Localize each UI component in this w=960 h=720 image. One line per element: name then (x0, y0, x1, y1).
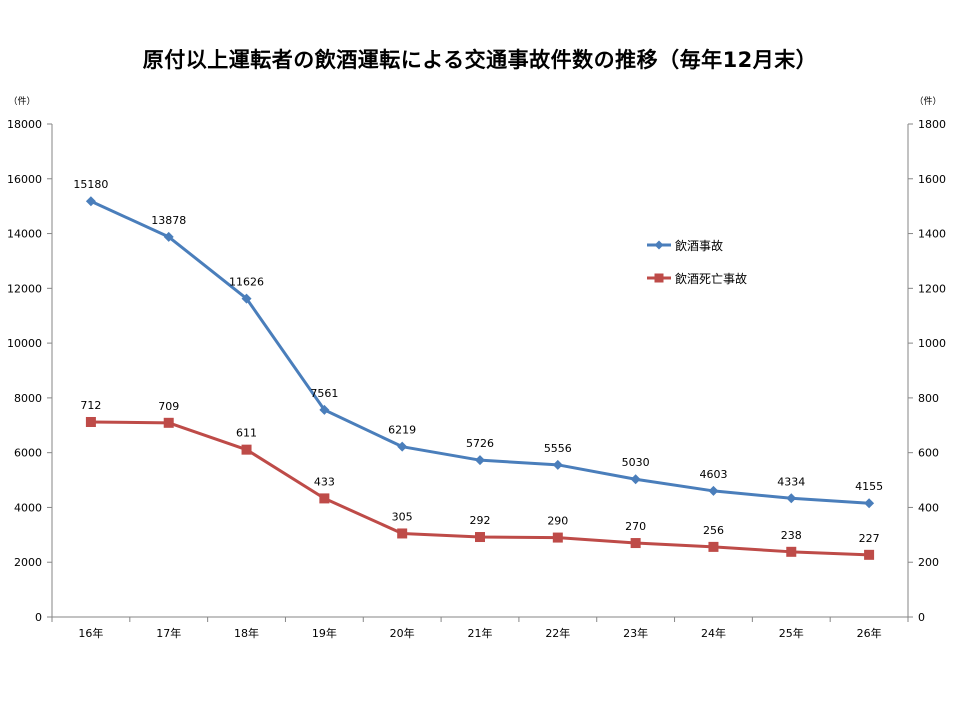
data-label: 270 (625, 520, 646, 533)
right-y-tick-label: 600 (918, 447, 939, 460)
data-label: 305 (392, 510, 413, 523)
data-label: 4334 (777, 475, 805, 488)
left-y-tick-label: 6000 (14, 447, 42, 460)
data-label: 15180 (73, 178, 108, 191)
right-y-tick-label: 1000 (918, 337, 946, 350)
legend-marker (654, 273, 664, 283)
legend-label: 飲酒事故 (675, 238, 723, 253)
x-tick-label: 26年 (857, 626, 882, 640)
data-label: 433 (314, 475, 335, 488)
right-y-tick-label: 1400 (918, 228, 946, 241)
left-y-unit-label: （件） (8, 95, 35, 107)
data-point-marker (552, 532, 563, 543)
left-y-tick-label: 8000 (14, 392, 42, 405)
left-y-tick-label: 0 (35, 611, 42, 624)
data-label: 4155 (855, 480, 883, 493)
left-y-tick-label: 4000 (14, 501, 42, 514)
data-point-marker (397, 441, 408, 452)
data-point-marker (241, 444, 252, 455)
x-tick-label: 24年 (701, 626, 726, 640)
data-label: 611 (236, 427, 257, 440)
x-tick-label: 17年 (156, 626, 181, 640)
data-point-marker (85, 196, 96, 207)
x-tick-label: 23年 (623, 626, 648, 640)
data-point-marker (319, 493, 330, 504)
data-point-marker (864, 549, 875, 560)
data-point-marker (319, 404, 330, 415)
data-point-marker (786, 546, 797, 557)
data-label: 256 (703, 524, 724, 537)
data-point-marker (163, 231, 174, 242)
data-label: 6219 (388, 424, 416, 437)
right-y-tick-label: 1600 (918, 173, 946, 186)
chart-title: 原付以上運転者の飲酒運転による交通事故件数の推移（毎年12月末） (142, 48, 818, 72)
right-y-tick-label: 1200 (918, 282, 946, 295)
right-y-tick-label: 800 (918, 392, 939, 405)
legend-marker (654, 240, 664, 250)
data-point-marker (630, 538, 641, 549)
data-label: 5556 (544, 442, 572, 455)
data-label: 227 (859, 532, 880, 545)
left-y-tick-label: 10000 (7, 337, 42, 350)
data-point-marker (475, 455, 485, 466)
right-y-tick-label: 200 (918, 556, 939, 569)
data-label: 712 (80, 399, 101, 412)
data-label: 7561 (310, 387, 338, 400)
right-y-tick-label: 1800 (918, 118, 946, 131)
data-point-marker (864, 498, 875, 509)
data-point-marker (85, 416, 96, 427)
left-y-tick-label: 2000 (14, 556, 42, 569)
legend-label: 飲酒死亡事故 (675, 271, 747, 286)
data-point-marker (708, 485, 719, 496)
data-label: 11626 (229, 276, 264, 289)
data-label: 290 (547, 515, 568, 528)
x-tick-label: 21年 (468, 626, 493, 640)
data-point-marker (397, 528, 408, 539)
data-label: 5030 (622, 456, 650, 469)
data-point-marker (475, 532, 485, 543)
x-tick-label: 19年 (312, 626, 337, 640)
data-label: 238 (781, 529, 802, 542)
data-point-marker (241, 293, 252, 304)
data-point-marker (163, 417, 174, 428)
data-point-marker (786, 493, 797, 504)
left-y-tick-label: 12000 (7, 282, 42, 295)
x-tick-label: 20年 (390, 626, 415, 640)
data-label: 292 (470, 514, 491, 527)
left-y-tick-label: 16000 (7, 173, 42, 186)
data-label: 709 (158, 400, 179, 413)
data-point-marker (552, 459, 563, 470)
x-tick-label: 25年 (779, 626, 804, 640)
right-y-tick-label: 0 (918, 611, 925, 624)
data-label: 4603 (699, 468, 727, 481)
x-tick-label: 22年 (545, 626, 570, 640)
right-y-unit-label: （件） (914, 95, 941, 107)
data-point-marker (708, 541, 719, 552)
x-tick-label: 18年 (234, 626, 259, 640)
data-point-marker (630, 474, 641, 485)
right-y-tick-label: 400 (918, 501, 939, 514)
data-label: 5726 (466, 437, 494, 450)
left-y-tick-label: 18000 (7, 118, 42, 131)
x-tick-label: 16年 (78, 626, 103, 640)
left-y-tick-label: 14000 (7, 228, 42, 241)
data-label: 13878 (151, 214, 186, 227)
